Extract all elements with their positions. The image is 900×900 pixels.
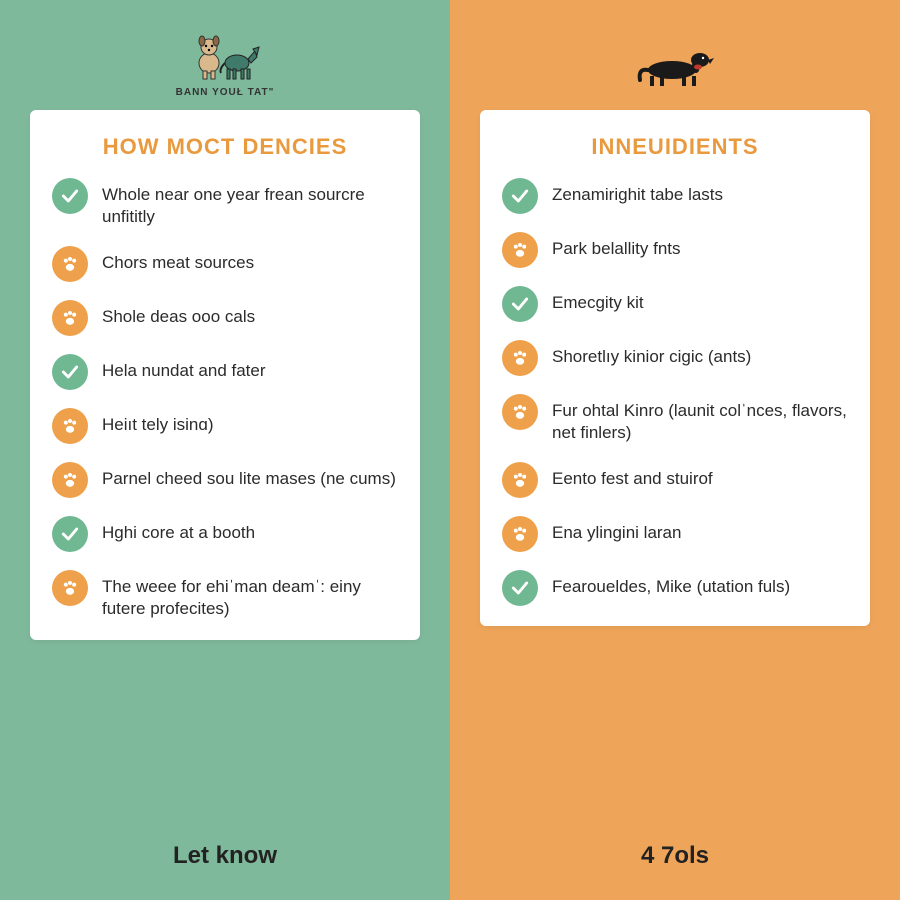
list-item: Emecgity kit <box>502 286 848 322</box>
paw-icon <box>502 462 538 498</box>
list-item: Park belallity fnts <box>502 232 848 268</box>
paw-icon <box>502 340 538 376</box>
item-text: Hghi core at a booth <box>102 516 255 544</box>
list-item: Fearoueldes, Mike (utation fuls) <box>502 570 848 606</box>
left-card: HOW MOCT DENCIES Whole near one year fre… <box>30 110 420 640</box>
list-item: Fur ohtal Kinro (launit colˈnces, flavor… <box>502 394 848 444</box>
item-text: Park belallity fnts <box>552 232 681 260</box>
item-text: Hela nundat and fater <box>102 354 266 382</box>
check-icon <box>52 178 88 214</box>
left-footer-label: Let know <box>173 812 277 870</box>
left-logo: BANN YOUŁ TAT" <box>176 20 275 110</box>
list-item: Zenamirighit tabe lasts <box>502 178 848 214</box>
item-text: Shole deas ooo cals <box>102 300 255 328</box>
item-text: The weee for ehiˈman deamˈ: einy futere … <box>102 570 398 620</box>
item-text: Emecgity kit <box>552 286 644 314</box>
left-logo-caption: BANN YOUŁ TAT" <box>176 87 275 98</box>
item-text: Chors meat sources <box>102 246 254 274</box>
left-card-items: Whole near one year frean sourcre unfiti… <box>52 178 398 620</box>
list-item: Parnel cheed sou lite mases (ne cums) <box>52 462 398 498</box>
list-item: Heiıt tely isinɑ) <box>52 408 398 444</box>
right-logo <box>630 20 720 110</box>
list-item: Shoretlıy kinior cigic (ants) <box>502 340 848 376</box>
paw-icon <box>502 516 538 552</box>
dachshund-icon <box>630 40 720 90</box>
list-item: Hghi core at a booth <box>52 516 398 552</box>
paw-icon <box>52 570 88 606</box>
list-item: Hela nundat and fater <box>52 354 398 390</box>
item-text: Fur ohtal Kinro (launit colˈnces, flavor… <box>552 394 848 444</box>
list-item: Whole near one year frean sourcre unfiti… <box>52 178 398 228</box>
paw-icon <box>502 232 538 268</box>
paw-icon <box>52 462 88 498</box>
item-text: Whole near one year frean sourcre unfiti… <box>102 178 398 228</box>
right-card-items: Zenamirighit tabe lasts Park belallity fn… <box>502 178 848 606</box>
right-card: INNEUIDIENTS Zenamirighit tabe lasts Park… <box>480 110 870 626</box>
check-icon <box>52 354 88 390</box>
check-icon <box>52 516 88 552</box>
check-icon <box>502 178 538 214</box>
right-card-title: INNEUIDIENTS <box>502 134 848 160</box>
item-text: Fearoueldes, Mike (utation fuls) <box>552 570 790 598</box>
paw-icon <box>52 246 88 282</box>
right-footer-label: 4 7ols <box>641 812 709 870</box>
list-item: Chors meat sources <box>52 246 398 282</box>
check-icon <box>502 286 538 322</box>
item-text: Shoretlıy kinior cigic (ants) <box>552 340 751 368</box>
two-dogs-icon <box>185 33 265 83</box>
item-text: Parnel cheed sou lite mases (ne cums) <box>102 462 396 490</box>
item-text: Ena ylingini laran <box>552 516 681 544</box>
item-text: Zenamirighit tabe lasts <box>552 178 723 206</box>
list-item: The weee for ehiˈman deamˈ: einy futere … <box>52 570 398 620</box>
paw-icon <box>52 408 88 444</box>
right-panel: INNEUIDIENTS Zenamirighit tabe lasts Park… <box>450 0 900 900</box>
list-item: Shole deas ooo cals <box>52 300 398 336</box>
paw-icon <box>502 394 538 430</box>
left-panel: BANN YOUŁ TAT" HOW MOCT DENCIES Whole ne… <box>0 0 450 900</box>
list-item: Ena ylingini laran <box>502 516 848 552</box>
item-text: Eento fest and stuirof <box>552 462 713 490</box>
check-icon <box>502 570 538 606</box>
item-text: Heiıt tely isinɑ) <box>102 408 213 436</box>
paw-icon <box>52 300 88 336</box>
left-card-title: HOW MOCT DENCIES <box>52 134 398 160</box>
list-item: Eento fest and stuirof <box>502 462 848 498</box>
